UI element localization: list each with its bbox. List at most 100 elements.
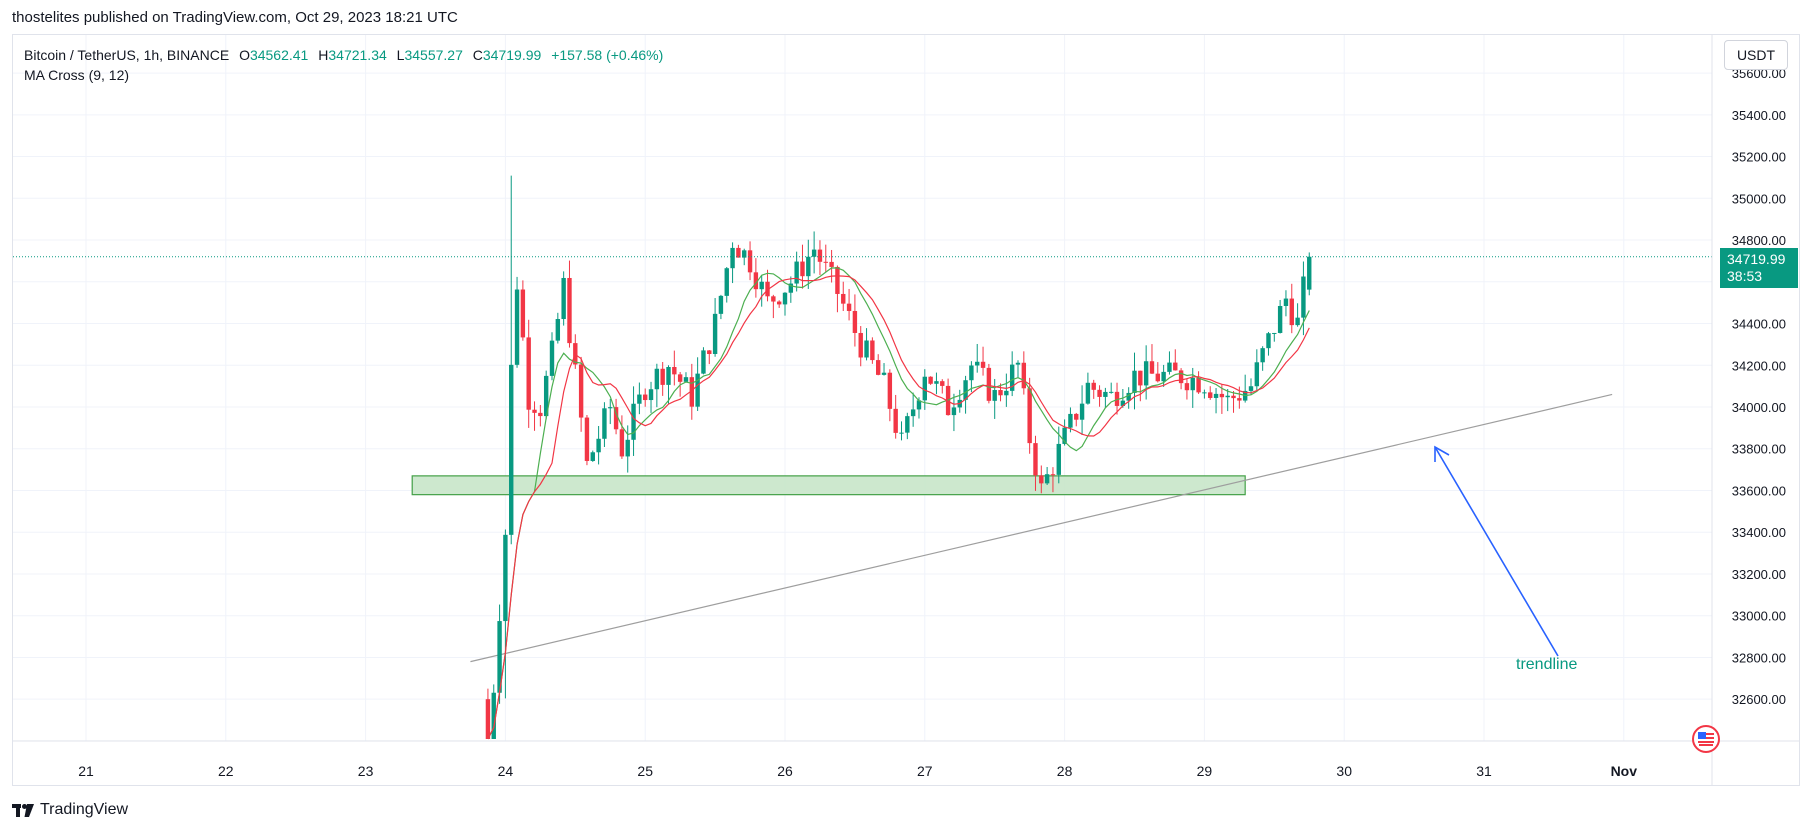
- candle-body: [841, 293, 846, 304]
- candle-body: [858, 332, 863, 358]
- candle-body: [1231, 395, 1236, 399]
- moving-average-line: [487, 275, 1310, 740]
- bar-countdown: 38:53: [1727, 268, 1763, 284]
- candle-body: [881, 372, 887, 375]
- annotation-arrow-layer: [1434, 445, 1559, 657]
- low-value: 34557.27: [404, 47, 463, 63]
- candle-body: [497, 621, 502, 693]
- candle-body: [491, 692, 496, 739]
- candle-body: [980, 361, 986, 368]
- candle-body: [1155, 373, 1160, 382]
- candle-body: [724, 268, 729, 296]
- candle-body: [1126, 392, 1131, 401]
- symbol-label[interactable]: Bitcoin / TetherUS, 1h, BINANCE: [24, 47, 230, 63]
- candle-body: [526, 337, 531, 410]
- annotation-arrow-shaft: [1434, 446, 1559, 657]
- candle-body: [549, 340, 555, 376]
- candle-body: [590, 452, 595, 461]
- candle-body: [538, 412, 543, 417]
- candle-body: [1114, 391, 1120, 406]
- candle-body: [608, 407, 613, 409]
- candle-body: [992, 390, 997, 401]
- candle-body: [584, 417, 590, 461]
- price-tick-label: 33000.00: [1732, 609, 1786, 624]
- moving-average-line: [487, 267, 1310, 740]
- candle-body: [811, 249, 817, 257]
- candle-body: [1272, 332, 1277, 334]
- moving-averages-layer: [487, 267, 1310, 740]
- candle-body: [1062, 427, 1067, 444]
- candle-body: [806, 256, 811, 277]
- candle-body: [759, 281, 764, 290]
- open-label: O: [239, 47, 250, 63]
- candle-body: [940, 381, 945, 386]
- candle-body: [1103, 391, 1108, 397]
- candle-body: [753, 272, 759, 290]
- candle-body: [666, 366, 671, 385]
- currency-button[interactable]: USDT: [1724, 40, 1788, 70]
- candle-body: [1277, 305, 1283, 333]
- candle-body: [1254, 362, 1260, 387]
- candle-body: [1033, 443, 1038, 476]
- candle-body: [776, 301, 782, 305]
- candle-body: [835, 266, 840, 294]
- candle-body: [1225, 395, 1230, 398]
- price-tick-label: 34400.00: [1732, 317, 1786, 332]
- candle-body: [637, 394, 642, 404]
- candle-body: [509, 364, 514, 535]
- time-tick-label: 29: [1197, 763, 1213, 779]
- time-tick-label: 26: [777, 763, 793, 779]
- candle-body: [648, 389, 654, 401]
- last-price-value: 34719.99: [1727, 251, 1786, 267]
- open-value: 34562.41: [249, 47, 309, 63]
- candle-body: [596, 438, 601, 453]
- candle-body: [1260, 348, 1265, 363]
- candle-body: [905, 416, 910, 433]
- footer-brand[interactable]: TradingView: [12, 801, 128, 819]
- candle-body: [736, 247, 741, 258]
- price-tick-label: 33400.00: [1732, 525, 1786, 540]
- time-tick-label: 31: [1476, 763, 1492, 779]
- candle-body: [998, 390, 1003, 396]
- candle-body: [1039, 475, 1044, 484]
- price-axis: 32600.00 32800.00 33000.00 33200.00 33400.00…: [1711, 35, 1786, 785]
- candle-body: [1068, 413, 1073, 428]
- candle-body: [928, 376, 933, 384]
- candle-body: [701, 350, 706, 374]
- chart-frame: [12, 34, 1800, 786]
- price-tick-label: 33600.00: [1732, 483, 1786, 498]
- candle-body: [975, 361, 980, 366]
- time-tick-label: 21: [78, 763, 94, 779]
- candle-body: [963, 380, 968, 400]
- candle-body: [771, 296, 776, 302]
- time-tick-label: 30: [1336, 763, 1352, 779]
- candle-body: [1167, 362, 1172, 372]
- candle-body: [910, 409, 916, 417]
- time-tick-label: 22: [218, 763, 234, 779]
- candle-body: [823, 261, 828, 263]
- candle-body: [1213, 393, 1219, 398]
- time-axis: 21 22 23 24 25 26 27 28 29 30 31 Nov: [13, 740, 1799, 779]
- candle-body: [1079, 403, 1085, 420]
- candle-body: [1289, 298, 1294, 326]
- candle-body: [1109, 391, 1114, 393]
- candle-body: [1085, 382, 1091, 404]
- price-tick-label: 34200.00: [1732, 358, 1786, 373]
- candle-body: [695, 373, 700, 407]
- candle-body: [1173, 362, 1178, 371]
- us-flag-icon[interactable]: [1692, 725, 1720, 753]
- candle-body: [1202, 392, 1207, 394]
- candle-body: [934, 381, 939, 384]
- indicator-label[interactable]: MA Cross (9, 12): [24, 67, 130, 83]
- candle-body: [654, 368, 660, 390]
- candle-body: [567, 277, 572, 344]
- candle-body: [602, 408, 607, 439]
- candle-body: [1050, 474, 1056, 476]
- candle-body: [625, 439, 630, 457]
- candle-body: [712, 313, 718, 355]
- candle-body: [765, 281, 770, 297]
- candle-body: [677, 374, 683, 382]
- high-value: 34721.34: [328, 47, 387, 63]
- candle-body: [1178, 370, 1184, 384]
